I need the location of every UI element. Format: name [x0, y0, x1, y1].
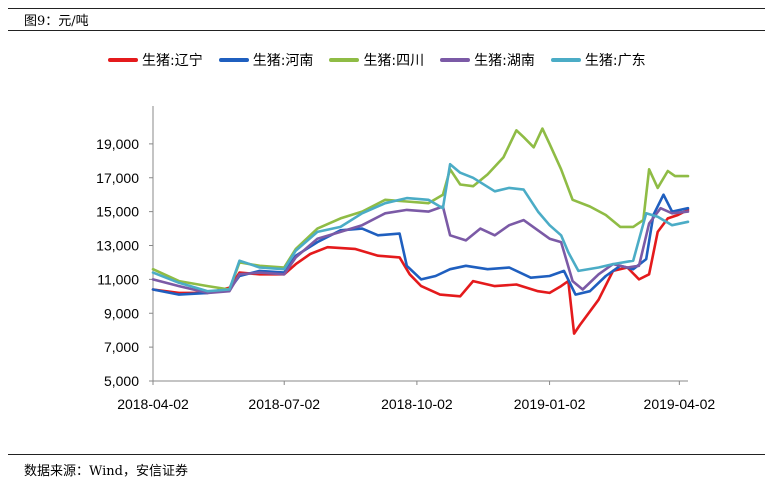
series-line-5 — [151, 162, 690, 293]
y-tick-label: 17,000 — [96, 170, 139, 186]
legend-swatch — [218, 58, 249, 62]
series-line-4 — [151, 205, 690, 295]
source-rule — [8, 454, 765, 455]
legend-label: 生猪:湖南 — [474, 53, 535, 69]
legend-label: 生猪:四川 — [363, 53, 425, 69]
caption-rule — [8, 30, 765, 31]
legend-item: 生猪:广东 — [550, 50, 646, 70]
legend-label: 生猪:河南 — [252, 53, 314, 69]
legend-label: 生猪:辽宁 — [142, 53, 203, 69]
y-tick-label: 15,000 — [96, 204, 139, 220]
y-tick-label: 9,000 — [104, 305, 139, 321]
y-tick-label: 11,000 — [97, 271, 139, 287]
series-line-1 — [151, 208, 690, 335]
y-tick-label: 7,000 — [104, 339, 139, 355]
legend-item: 生猪:四川 — [329, 50, 424, 70]
legend-swatch — [329, 58, 360, 62]
x-tick-label: 2018-10-02 — [381, 396, 453, 412]
figure-caption: 图9：元/吨 — [24, 14, 89, 29]
y-tick-label: 13,000 — [96, 238, 139, 254]
chart-legend: 生猪:辽宁 生猪:河南 生猪:四川 生猪:湖南 生猪:广东 — [108, 50, 646, 70]
legend-swatch — [440, 58, 471, 62]
data-source: 数据来源：Wind，安信证券 — [24, 464, 188, 479]
y-tick-label: 19,000 — [96, 136, 139, 152]
legend-item: 生猪:辽宁 — [108, 50, 203, 70]
top-rule — [8, 8, 765, 9]
legend-swatch — [108, 58, 138, 62]
legend-swatch — [550, 58, 581, 62]
x-tick-label: 2018-07-02 — [248, 396, 320, 412]
y-tick-label: 5,000 — [104, 373, 139, 389]
x-tick-label: 2018-04-02 — [117, 396, 189, 412]
legend-label: 生猪:广东 — [584, 53, 646, 69]
legend-item: 生猪:湖南 — [440, 50, 535, 70]
x-tick-label: 2019-04-02 — [644, 396, 716, 412]
legend-item: 生猪:河南 — [218, 50, 314, 70]
x-tick-label: 2019-01-02 — [514, 396, 586, 412]
